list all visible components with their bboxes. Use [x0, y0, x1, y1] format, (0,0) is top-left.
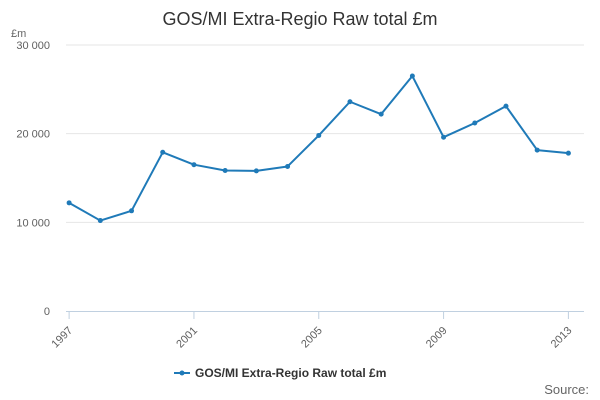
- data-point: [347, 99, 353, 105]
- data-point: [129, 208, 135, 214]
- data-point: [191, 162, 197, 168]
- data-point: [565, 150, 571, 156]
- data-point: [316, 132, 322, 138]
- data-point: [441, 134, 447, 140]
- x-tick-label: 2005: [299, 325, 325, 351]
- x-tick-label: 2013: [549, 325, 575, 351]
- chart-title: GOS/MI Extra-Regio Raw total £m: [162, 9, 437, 29]
- x-tick-label: 1997: [49, 325, 75, 351]
- source-label: Source:: [544, 382, 589, 397]
- y-tick-label: 20 000: [16, 129, 50, 141]
- data-point: [97, 218, 103, 224]
- y-tick-label: 0: [44, 306, 50, 318]
- series-line: [68, 75, 569, 222]
- x-tick-label: 2009: [424, 325, 450, 351]
- data-point: [472, 120, 478, 126]
- y-axis-unit-label: £m: [11, 28, 26, 40]
- y-tick-label: 30 000: [16, 40, 50, 52]
- y-axis-ticks: 0 10 000 20 000 30 000: [16, 40, 50, 318]
- data-point: [160, 149, 166, 155]
- series-group: [66, 73, 571, 224]
- legend-item-label: GOS/MI Extra-Regio Raw total £m: [195, 366, 386, 380]
- gridlines: [66, 44, 584, 223]
- legend-point-marker: [179, 370, 185, 376]
- data-point: [534, 147, 540, 153]
- data-point: [222, 167, 228, 173]
- data-point: [409, 73, 415, 79]
- data-point: [285, 163, 291, 169]
- data-point: [503, 103, 509, 109]
- data-point: [66, 200, 72, 206]
- y-tick-label: 10 000: [16, 217, 50, 229]
- legend[interactable]: GOS/MI Extra-Regio Raw total £m: [174, 366, 386, 380]
- x-axis: 1997 2001 2005 2009 2013: [49, 311, 584, 350]
- data-point: [253, 168, 259, 174]
- x-tick-label: 2001: [174, 325, 200, 351]
- data-point: [378, 111, 384, 117]
